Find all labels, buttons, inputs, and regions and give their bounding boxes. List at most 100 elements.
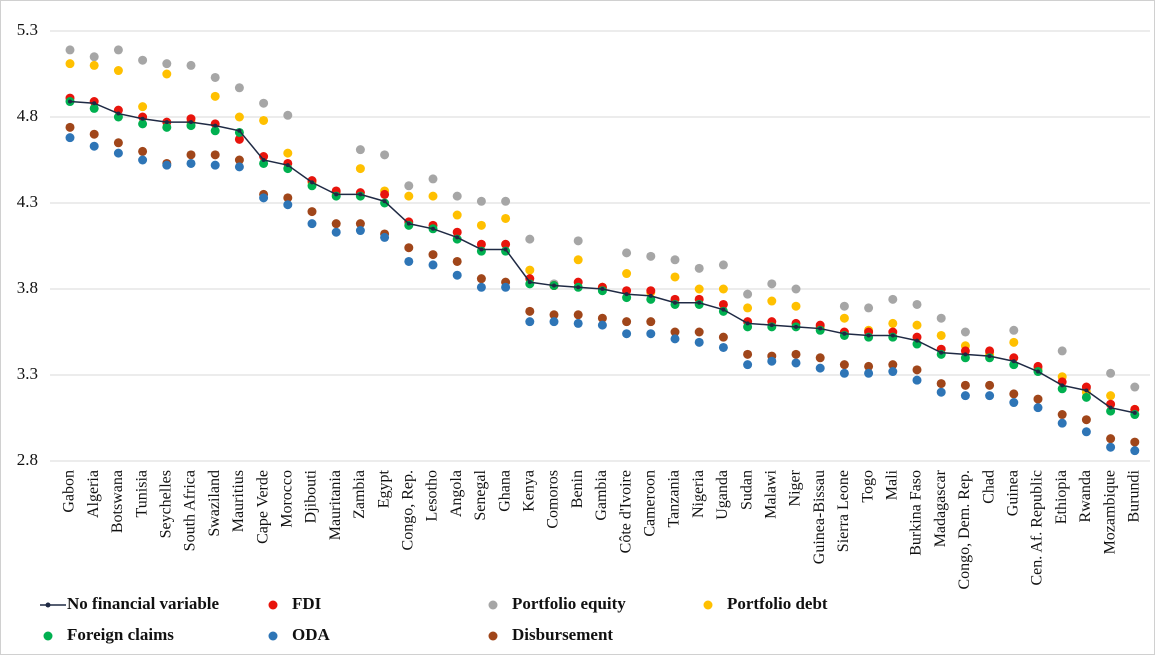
dot [791,284,801,294]
dot [573,236,583,246]
dot [186,150,196,160]
line-point [237,128,242,133]
dot [355,145,365,155]
x-tick-label: Guinea [1004,470,1021,516]
dot [743,289,753,299]
dot [210,160,220,170]
legend-label: Foreign claims [67,625,174,644]
x-tick-label: Egypt [375,469,392,508]
dot [743,349,753,359]
dot [1106,442,1116,452]
line-point [261,158,266,162]
x-tick-label: Burundi [1125,469,1142,522]
line-point [527,280,532,285]
dot [1081,415,1091,425]
dot [718,299,728,309]
x-tick-label: Tunisia [133,470,150,517]
dot [89,129,99,139]
dot [428,174,438,184]
dot [113,66,123,76]
y-tick-label: 3.8 [17,278,38,297]
dot [65,59,75,69]
dot [162,122,172,132]
dot [597,320,607,330]
dot [380,189,390,199]
dot [549,310,559,320]
line-point [92,101,97,106]
dot [767,356,777,366]
legend-marker [268,631,278,641]
x-tick-label: Rwanda [1077,470,1094,522]
line-point [285,163,290,168]
dot [162,59,172,69]
x-tick-label: Benin [569,470,586,508]
dot [1057,346,1067,356]
dot [1009,337,1019,347]
dot [138,119,148,129]
dot [960,346,970,356]
x-tick-label: Côte d'Ivoire [617,470,634,553]
x-tick-label: Lesotho [424,470,441,522]
x-tick-label: Madagascar [932,469,949,547]
line-point [164,120,169,125]
dot [355,219,365,229]
x-tick-label: Uganda [714,470,731,520]
dot [452,191,462,201]
y-tick-label: 4.8 [17,106,38,125]
dot [1106,391,1116,401]
dot [1009,398,1019,408]
line-point [745,321,750,326]
line-point [673,300,677,305]
dot [138,146,148,156]
dot [355,226,365,236]
dot [718,260,728,270]
dot [210,72,220,82]
dot [622,293,632,303]
line-point [842,331,847,336]
dot [743,360,753,370]
legend-label: Disbursement [512,625,613,644]
dot [839,360,849,370]
dot [89,103,99,113]
dot [89,52,99,62]
dot [1009,389,1019,399]
dot [452,210,462,220]
x-tick-label: Mauritania [327,470,344,540]
dot [525,265,535,275]
line-point [915,338,919,343]
x-tick-label: Congo, Dem. Rep. [956,470,973,590]
dot [839,313,849,323]
dot [1130,437,1140,447]
dot [670,255,680,265]
line-point [648,293,653,298]
dot [210,126,220,136]
line-point [189,120,193,125]
dot [597,313,607,323]
dot [307,219,317,229]
dot [694,327,704,337]
dot [791,301,801,311]
dot [234,162,244,172]
dot [960,380,970,390]
dot [960,391,970,401]
line-point [358,192,363,197]
legend-marker [488,631,498,641]
dot [186,121,196,131]
dot [65,122,75,132]
dot [452,256,462,266]
legend-marker [488,600,498,610]
dot [815,353,825,363]
dot [380,150,390,160]
x-tick-label: Djibouti [303,469,320,523]
dot [404,181,414,191]
dot [210,150,220,160]
x-tick-label: Algeria [85,470,102,518]
dot [476,274,486,284]
dot [307,207,317,217]
dot [404,256,414,266]
dot [670,327,680,337]
legend-marker [268,600,278,610]
dot [89,60,99,70]
line-point [406,221,411,226]
